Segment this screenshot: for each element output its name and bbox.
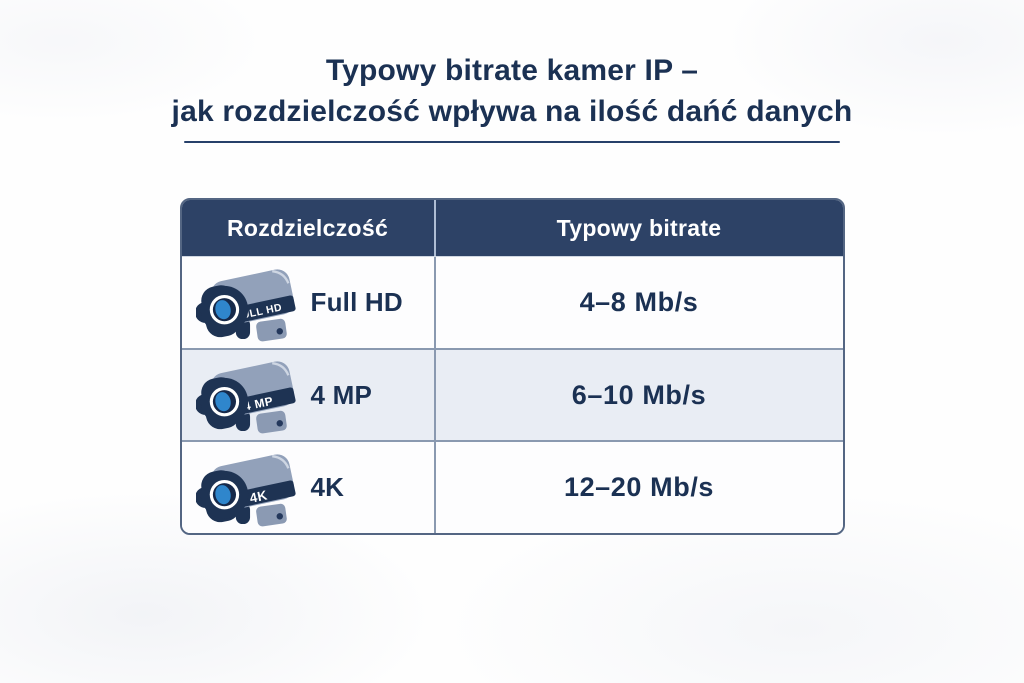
title-line-1: Typowy bitrate kamer IP – (325, 54, 699, 87)
header-cell-bitrate: Typowy bitrate (556, 214, 722, 241)
table-row: 4K 4K 12–20 Mb/s (181, 440, 843, 533)
title-block: Typowy bitrate kamer IP – jak rozdzielcz… (0, 0, 1024, 143)
table-header-row: Rozdzielczość Typowy bitrate (181, 200, 843, 256)
resolution-cell: FULL HD Full HD (182, 257, 436, 348)
header-cell-resolution: Rozdzielczość (182, 200, 436, 256)
resolution-label: Full HD (310, 287, 403, 317)
bitrate-table: Rozdzielczość Typowy bitrate FULL HD (179, 198, 845, 535)
camera-badge-label: 4 MP (242, 394, 274, 414)
title-underline (184, 141, 840, 143)
page-title: Typowy bitrate kamer IP – jak rozdzielcz… (0, 50, 1024, 132)
resolution-label: 4K (310, 472, 345, 502)
bitrate-value: 6–10 Mb/s (571, 379, 707, 410)
table-row: FULL HD Full HD 4–8 Mb/s (181, 256, 843, 348)
resolution-label: 4 MP (310, 379, 372, 410)
resolution-cell: 4 MP 4 MP (182, 350, 436, 440)
cctv-camera-icon: FULL HD (195, 268, 296, 341)
cctv-camera-icon: 4K (195, 453, 296, 526)
table-row: 4 MP 4 MP 6–10 Mb/s (181, 348, 843, 440)
resolution-cell: 4K 4K (182, 442, 436, 533)
cctv-camera-icon: 4 MP (195, 361, 296, 434)
bitrate-value: 12–20 Mb/s (563, 472, 715, 502)
title-line-2: jak rozdzielczość wpływa na ilość dańć d… (171, 95, 853, 128)
bitrate-value: 4–8 Mb/s (579, 287, 699, 317)
camera-badge-label: 4K (248, 487, 269, 505)
